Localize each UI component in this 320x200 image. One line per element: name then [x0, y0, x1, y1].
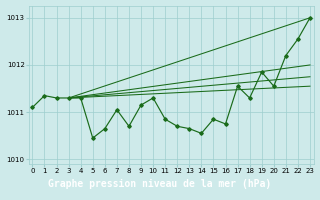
Text: Graphe pression niveau de la mer (hPa): Graphe pression niveau de la mer (hPa)	[48, 179, 272, 189]
